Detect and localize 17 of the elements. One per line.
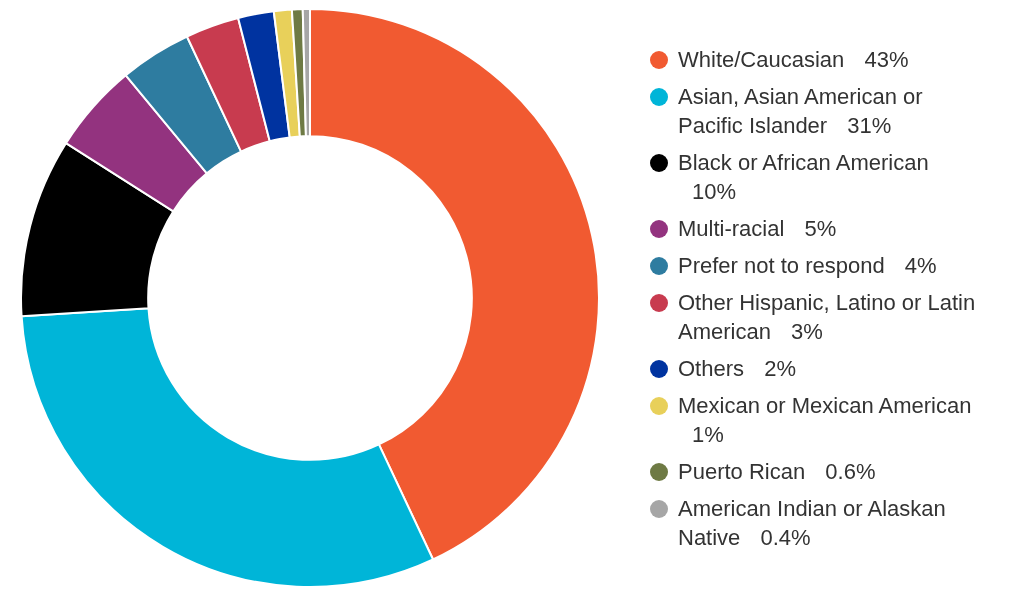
data-label: 2%	[764, 355, 796, 381]
legend-label: Others	[678, 355, 745, 381]
data-label: 5%	[804, 215, 837, 241]
data-label: 4%	[904, 252, 937, 278]
legend-label: Puerto Rican	[678, 458, 806, 484]
data-label: 1%	[692, 421, 724, 447]
legend-label: Prefer not to respond	[678, 252, 885, 278]
data-label: 10%	[692, 178, 737, 204]
data-label: 43%	[864, 46, 909, 72]
data-label: 31%	[847, 112, 892, 138]
data-label: 0.6%	[825, 458, 876, 484]
legend-label: Black or African American	[678, 149, 929, 175]
legend-label: Multi-racial	[678, 215, 785, 241]
data-label: 0.4%	[760, 524, 811, 550]
legend-label: White/Caucasian	[678, 46, 845, 72]
legend-label: Mexican or Mexican American	[678, 392, 972, 418]
data-label: 3%	[791, 318, 823, 344]
